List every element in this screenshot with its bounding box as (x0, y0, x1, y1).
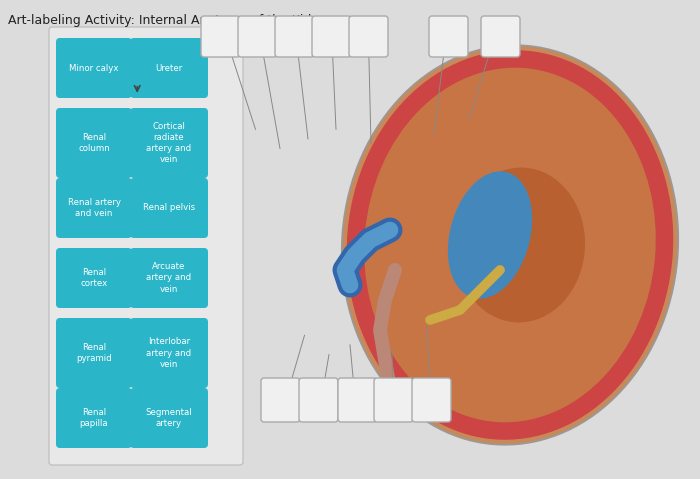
Text: Renal
papilla: Renal papilla (80, 408, 108, 428)
Text: Cortical
radiate
artery and
vein: Cortical radiate artery and vein (146, 122, 192, 164)
FancyBboxPatch shape (338, 378, 377, 422)
FancyBboxPatch shape (130, 388, 208, 448)
FancyBboxPatch shape (349, 16, 388, 57)
Text: Renal pelvis: Renal pelvis (143, 204, 195, 213)
FancyBboxPatch shape (299, 378, 338, 422)
Text: Renal artery
and vein: Renal artery and vein (67, 198, 120, 218)
Text: Renal
cortex: Renal cortex (80, 268, 108, 288)
FancyBboxPatch shape (56, 178, 132, 238)
FancyBboxPatch shape (130, 318, 208, 388)
FancyBboxPatch shape (429, 16, 468, 57)
Text: Renal
column: Renal column (78, 133, 110, 153)
FancyBboxPatch shape (49, 27, 243, 465)
FancyBboxPatch shape (312, 16, 351, 57)
FancyBboxPatch shape (130, 178, 208, 238)
FancyBboxPatch shape (130, 38, 208, 98)
FancyBboxPatch shape (56, 38, 132, 98)
FancyBboxPatch shape (275, 16, 314, 57)
Ellipse shape (346, 50, 673, 440)
FancyBboxPatch shape (201, 16, 240, 57)
Text: Segmental
artery: Segmental artery (146, 408, 192, 428)
Ellipse shape (364, 68, 656, 422)
FancyBboxPatch shape (130, 108, 208, 178)
FancyBboxPatch shape (412, 378, 451, 422)
Text: Renal
pyramid: Renal pyramid (76, 343, 112, 363)
Text: Art-labeling Activity: Internal Anatomy of the Kidney: Art-labeling Activity: Internal Anatomy … (8, 14, 335, 27)
FancyBboxPatch shape (56, 388, 132, 448)
Text: Arcuate
artery and
vein: Arcuate artery and vein (146, 262, 192, 294)
FancyBboxPatch shape (374, 378, 413, 422)
FancyBboxPatch shape (56, 318, 132, 388)
Text: Minor calyx: Minor calyx (69, 64, 119, 72)
Ellipse shape (342, 45, 678, 445)
Text: Interlobar
artery and
vein: Interlobar artery and vein (146, 337, 192, 369)
FancyBboxPatch shape (56, 248, 132, 308)
Ellipse shape (455, 168, 585, 322)
FancyBboxPatch shape (130, 248, 208, 308)
FancyBboxPatch shape (481, 16, 520, 57)
Ellipse shape (448, 171, 532, 298)
FancyBboxPatch shape (238, 16, 277, 57)
FancyBboxPatch shape (56, 108, 132, 178)
FancyBboxPatch shape (261, 378, 300, 422)
Text: Ureter: Ureter (155, 64, 183, 72)
